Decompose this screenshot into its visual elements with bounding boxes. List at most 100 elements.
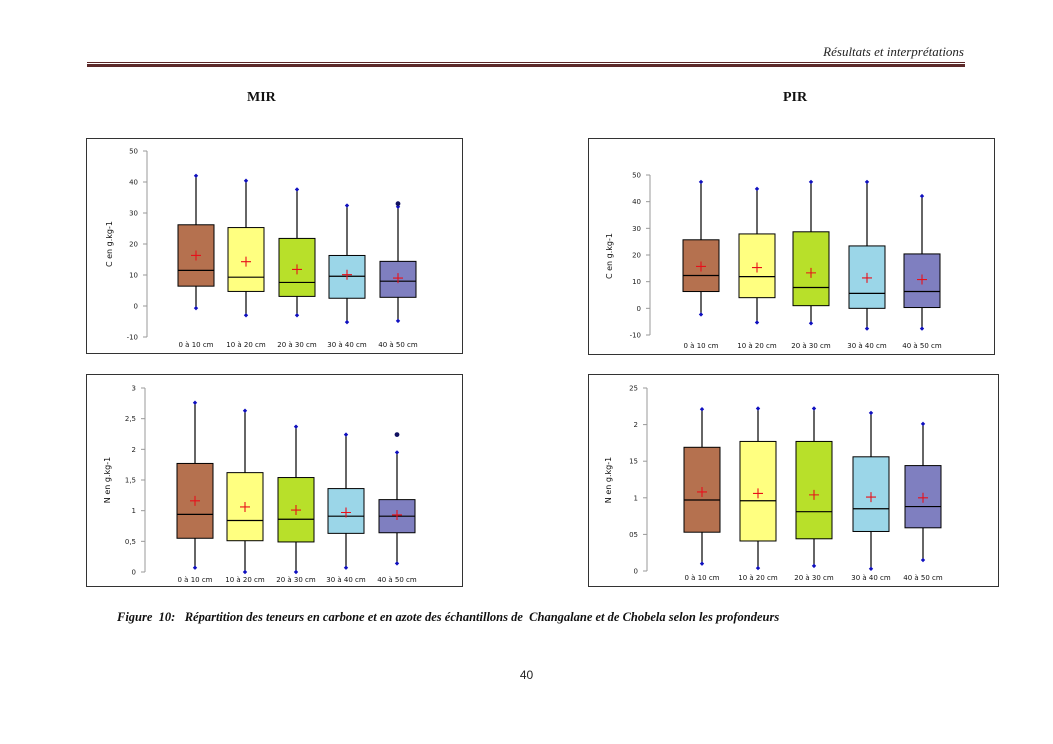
x-category-label: 10 à 20 cm	[225, 576, 265, 584]
max-marker	[919, 193, 925, 199]
y-tick-label: 0	[134, 303, 138, 311]
mean-marker	[866, 492, 876, 503]
mean-marker	[696, 261, 706, 272]
mean-marker	[240, 501, 250, 512]
y-tick-label: 50	[129, 148, 138, 156]
max-marker	[293, 424, 299, 429]
y-tick-label: 40	[632, 198, 641, 206]
y-tick-label: 50	[632, 172, 641, 180]
min-marker	[395, 318, 401, 324]
box-iqr	[176, 462, 214, 539]
y-tick-label: 1	[132, 507, 136, 515]
min-marker	[293, 569, 299, 575]
y-tick-label: 2	[634, 421, 638, 429]
y-tick-label: -10	[630, 332, 641, 340]
mean-marker	[191, 250, 201, 261]
min-marker	[698, 312, 704, 317]
y-tick-label: 15	[629, 458, 638, 466]
x-category-label: 30 à 40 cm	[327, 341, 367, 349]
min-marker	[754, 320, 760, 325]
header-rule-thick	[87, 64, 965, 67]
mean-marker	[806, 267, 816, 278]
outlier-point	[395, 201, 401, 207]
x-category-label: 0 à 10 cm	[179, 341, 214, 349]
y-tick-label: -10	[127, 334, 138, 342]
min-marker	[343, 565, 349, 570]
min-marker	[864, 326, 870, 331]
header-rule-thin	[87, 62, 965, 63]
x-category-label: 10 à 20 cm	[737, 342, 777, 350]
max-marker	[242, 408, 248, 413]
x-category-label: 40 à 50 cm	[902, 342, 942, 350]
mean-marker	[753, 488, 763, 499]
mean-marker	[752, 262, 762, 273]
max-marker	[699, 407, 705, 412]
mean-marker	[917, 274, 927, 285]
y-axis-title: N en g.kg-1	[103, 457, 112, 503]
y-tick-label: 10	[632, 278, 641, 286]
max-marker	[920, 421, 926, 427]
y-tick-label: 20	[129, 241, 138, 249]
max-marker	[344, 203, 350, 208]
min-marker	[868, 566, 874, 572]
mean-marker	[862, 272, 872, 283]
max-marker	[811, 406, 817, 411]
outlier-point	[394, 432, 400, 438]
x-category-label: 0 à 10 cm	[178, 576, 213, 584]
mean-marker	[392, 509, 402, 520]
panel-label-pir: PIR	[783, 90, 808, 105]
y-tick-label: 2,5	[125, 415, 136, 423]
min-marker	[193, 305, 199, 311]
mean-marker	[291, 505, 301, 516]
x-category-label: 30 à 40 cm	[326, 576, 366, 584]
min-marker	[919, 326, 925, 331]
max-marker	[808, 179, 814, 185]
mean-marker	[341, 507, 351, 518]
max-marker	[294, 187, 300, 192]
x-category-label: 20 à 30 cm	[277, 341, 317, 349]
max-marker	[343, 432, 349, 437]
y-tick-label: 20	[632, 252, 641, 260]
y-tick-label: 0,5	[125, 538, 136, 546]
x-category-label: 40 à 50 cm	[377, 576, 417, 584]
y-tick-label: 25	[629, 385, 638, 393]
min-marker	[920, 557, 926, 563]
max-marker	[864, 179, 870, 185]
max-marker	[754, 186, 760, 192]
y-tick-label: 0	[634, 568, 638, 576]
min-marker	[294, 313, 300, 318]
min-marker	[242, 569, 248, 575]
chart-frame-pir-carbon	[588, 138, 995, 355]
y-axis-title: N en g.kg-1	[604, 457, 613, 503]
min-marker	[192, 565, 198, 570]
mean-marker	[809, 489, 819, 500]
y-tick-label: 2	[132, 446, 136, 454]
y-tick-label: 30	[129, 210, 138, 218]
y-tick-label: 3	[132, 385, 136, 393]
mean-marker	[918, 492, 928, 503]
chart-frame-mir-nitrogen	[86, 374, 463, 587]
max-marker	[868, 410, 874, 416]
min-marker	[699, 561, 705, 566]
mean-marker	[342, 269, 352, 280]
figure-caption: Figure 10: Répartition des teneurs en ca…	[117, 610, 780, 624]
y-axis-title: C en g.kg-1	[605, 233, 614, 279]
mean-marker	[393, 273, 403, 284]
min-marker	[243, 313, 249, 318]
y-axis-title: C en g.kg-1	[105, 221, 114, 267]
x-category-label: 40 à 50 cm	[903, 574, 943, 582]
max-marker	[755, 406, 761, 411]
min-marker	[394, 561, 400, 566]
y-tick-label: 10	[129, 272, 138, 280]
max-marker	[192, 400, 198, 405]
x-category-label: 20 à 30 cm	[794, 574, 834, 582]
x-category-label: 10 à 20 cm	[738, 574, 778, 582]
max-marker	[193, 173, 199, 178]
x-category-label: 20 à 30 cm	[791, 342, 831, 350]
box-iqr	[328, 254, 366, 299]
y-tick-label: 0	[132, 569, 136, 577]
page-number: 40	[519, 668, 534, 682]
min-marker	[811, 563, 817, 569]
min-marker	[755, 565, 761, 571]
